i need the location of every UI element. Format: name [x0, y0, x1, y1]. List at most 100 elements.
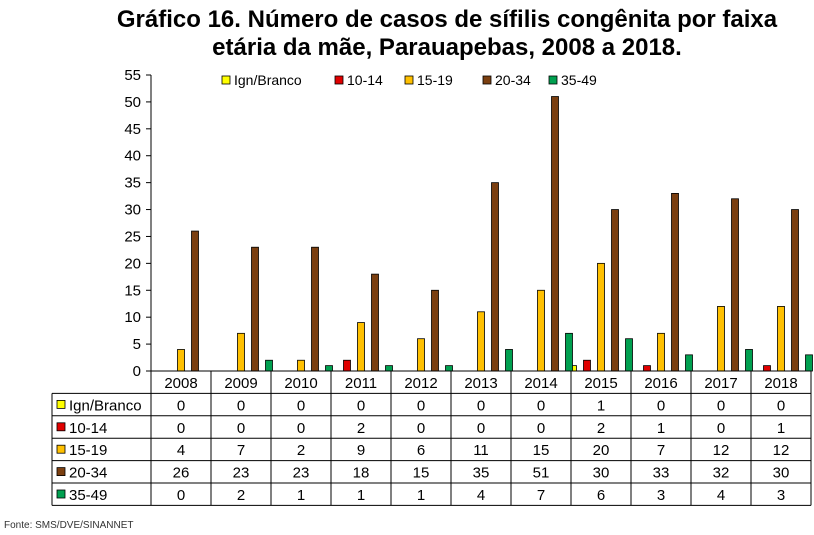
table-cell-value: 26 [173, 465, 190, 482]
table-cell-value: 30 [593, 465, 610, 482]
bar-35-49 [625, 338, 633, 372]
table-cell-value: 12 [713, 442, 730, 459]
y-tick-label: 45 [124, 121, 141, 138]
table-cell-value: 0 [357, 397, 365, 414]
table-cell-value: 0 [237, 420, 245, 437]
table-cell-value: 0 [657, 397, 665, 414]
table-cell-value: 0 [477, 397, 485, 414]
table-cell-value: 7 [657, 442, 665, 459]
y-tick-label: 0 [133, 363, 141, 380]
table-cell-value: 6 [417, 442, 425, 459]
table-cell-value: 3 [777, 487, 785, 504]
table-year-label: 2008 [164, 375, 197, 392]
table-year-label: 2016 [644, 375, 677, 392]
bar-15-19 [237, 332, 245, 372]
chart-title-line-1: Gráfico 16. Número de casos de sífilis c… [116, 6, 778, 33]
table-cell-value: 0 [237, 397, 245, 414]
bar-20-34 [791, 209, 799, 372]
bar-15-19 [297, 359, 305, 372]
table-cell-value: 1 [297, 487, 305, 504]
y-tick-label: 5 [133, 336, 141, 353]
legend-label: 15-19 [417, 72, 453, 88]
bar-10-14 [343, 359, 351, 372]
legend-swatch [404, 75, 414, 85]
table-cell-value: 32 [713, 465, 730, 482]
legend-swatch [482, 75, 492, 85]
table-row-label: 35-49 [69, 487, 107, 504]
bar-10-14 [643, 365, 651, 372]
bar-20-34 [551, 96, 559, 372]
bar-20-34 [191, 230, 199, 372]
table-year-label: 2013 [464, 375, 497, 392]
y-tick-label: 40 [124, 148, 141, 165]
table-row-label: 10-14 [69, 420, 107, 437]
legend-swatch [334, 75, 344, 85]
table-cell-value: 0 [477, 420, 485, 437]
bar-35-49 [505, 349, 513, 372]
table-row-swatch [56, 422, 66, 432]
table-row-swatch [56, 489, 66, 499]
table-cell-value: 51 [533, 465, 550, 482]
bar-15-19 [717, 306, 725, 372]
table-cell-value: 15 [533, 442, 550, 459]
source-note: Fonte: SMS/DVE/SINANNET [4, 520, 134, 531]
legend-swatch [548, 75, 558, 85]
legend-label: 35-49 [561, 72, 597, 88]
table-cell-value: 2 [357, 420, 365, 437]
y-tick-label: 25 [124, 228, 141, 245]
y-tick-label: 55 [124, 67, 141, 84]
table-cell-value: 2 [597, 420, 605, 437]
table-year-label: 2011 [345, 375, 377, 392]
table-cell-value: 11 [473, 442, 489, 459]
bar-15-19 [477, 311, 485, 372]
table-year-label: 2010 [284, 375, 317, 392]
table-cell-value: 15 [413, 465, 430, 482]
table-row-swatch [56, 467, 66, 477]
y-tick-label: 15 [124, 282, 141, 299]
table-cell-value: 4 [177, 442, 185, 459]
bar-35-49 [685, 354, 693, 372]
table-cell-value: 2 [237, 487, 245, 504]
table-cell-value: 0 [537, 397, 545, 414]
table-year-label: 2009 [224, 375, 257, 392]
y-tick-label: 30 [124, 202, 141, 219]
table-cell-value: 0 [537, 420, 545, 437]
table-cell-value: 0 [717, 397, 725, 414]
table-cell-value: 0 [777, 397, 785, 414]
table-year-label: 2015 [584, 375, 617, 392]
bar-20-34 [671, 192, 679, 372]
y-tick-label: 20 [124, 255, 141, 272]
table-cell-value: 0 [177, 420, 185, 437]
bar-20-34 [311, 246, 319, 372]
table-row-label: 20-34 [69, 465, 107, 482]
table-cell-value: 2 [297, 442, 305, 459]
bar-15-19 [357, 322, 365, 372]
table-cell-value: 0 [177, 397, 185, 414]
chart-title-line-2: etária da mãe, Parauapebas, 2008 a 2018. [212, 34, 682, 61]
table-cell-value: 7 [237, 442, 245, 459]
table-cell-value: 0 [297, 397, 305, 414]
bar-20-34 [251, 246, 259, 372]
bar-35-49 [745, 349, 753, 372]
table-cell-value: 35 [473, 465, 490, 482]
table-cell-value: 9 [357, 442, 365, 459]
table-row-swatch [56, 399, 66, 409]
bar-15-19 [537, 289, 545, 372]
bar-35-49 [445, 365, 453, 372]
bar-15-19 [657, 332, 665, 372]
bar-15-19 [177, 349, 185, 372]
bar-15-19 [777, 306, 785, 372]
y-tick-label: 50 [124, 94, 141, 111]
table-cell-value: 4 [717, 487, 725, 504]
bar-15-19 [597, 262, 605, 372]
bar-20-34 [371, 273, 379, 372]
bar-35-49 [565, 332, 573, 372]
bar-35-49 [385, 365, 393, 372]
table-cell-value: 20 [593, 442, 610, 459]
table-cell-value: 1 [657, 420, 665, 437]
table-year-label: 2017 [704, 375, 737, 392]
table-cell-value: 23 [233, 465, 250, 482]
bar-20-34 [731, 198, 739, 372]
table-cell-value: 18 [353, 465, 370, 482]
